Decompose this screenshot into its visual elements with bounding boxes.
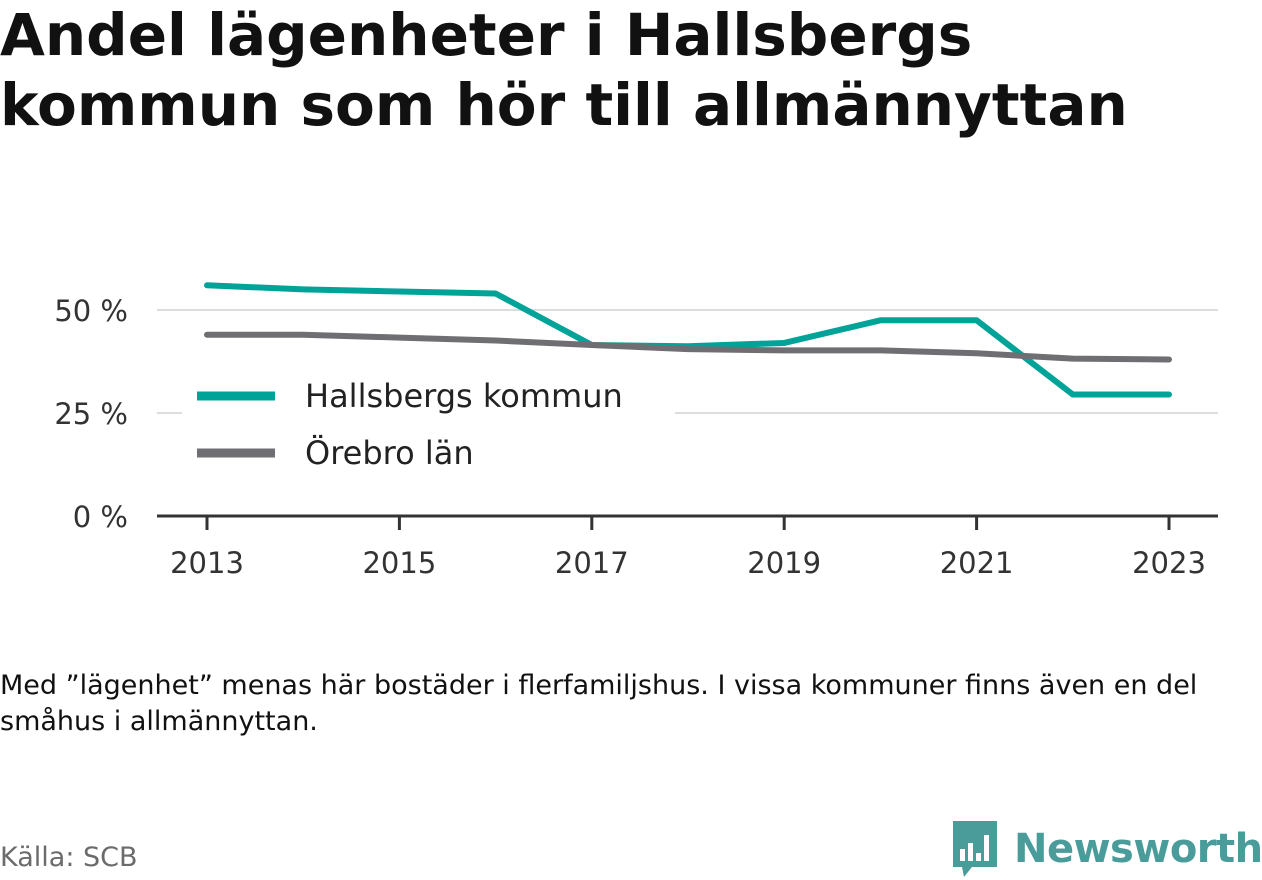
chart-note: Med ”lägenhet” menas här bostäder i fler… xyxy=(0,670,1198,737)
y-tick-label: 25 % xyxy=(54,397,128,431)
line-chart: 2013 2015 2017 2019 2021 2023 0 % 25 % 50 % Hal… xyxy=(54,282,1218,580)
x-tick-label: 2019 xyxy=(747,546,821,580)
y-tick-labels: 0 % 25 % 50 % xyxy=(54,294,128,534)
y-tick-label: 50 % xyxy=(54,294,128,328)
legend-label-1: Örebro län xyxy=(305,434,474,472)
legend: Hallsbergs kommun Örebro län xyxy=(182,368,675,482)
chart-title: Andel lägenheter i Hallsbergs kommun som… xyxy=(0,1,1128,139)
y-tick-label: 0 % xyxy=(73,500,128,534)
newsworthy-logo: Newsworthy xyxy=(950,818,1262,880)
x-tick-label: 2015 xyxy=(362,546,436,580)
legend-background xyxy=(182,368,675,482)
x-tick-labels: 2013 2015 2017 2019 2021 2023 xyxy=(170,546,1206,580)
x-tick-label: 2013 xyxy=(170,546,244,580)
x-tick-label: 2017 xyxy=(555,546,629,580)
series-line-1 xyxy=(204,331,1172,363)
x-tick-label: 2021 xyxy=(940,546,1014,580)
x-tick-label: 2023 xyxy=(1132,546,1206,580)
bar-chart-speech-bubble-icon xyxy=(953,821,997,877)
logo-wordmark: Newsworthy xyxy=(1014,826,1262,872)
x-axis xyxy=(157,514,1218,530)
source-label: Källa: SCB xyxy=(0,842,138,873)
series-lines xyxy=(204,282,1172,398)
legend-label-0: Hallsbergs kommun xyxy=(305,377,623,415)
